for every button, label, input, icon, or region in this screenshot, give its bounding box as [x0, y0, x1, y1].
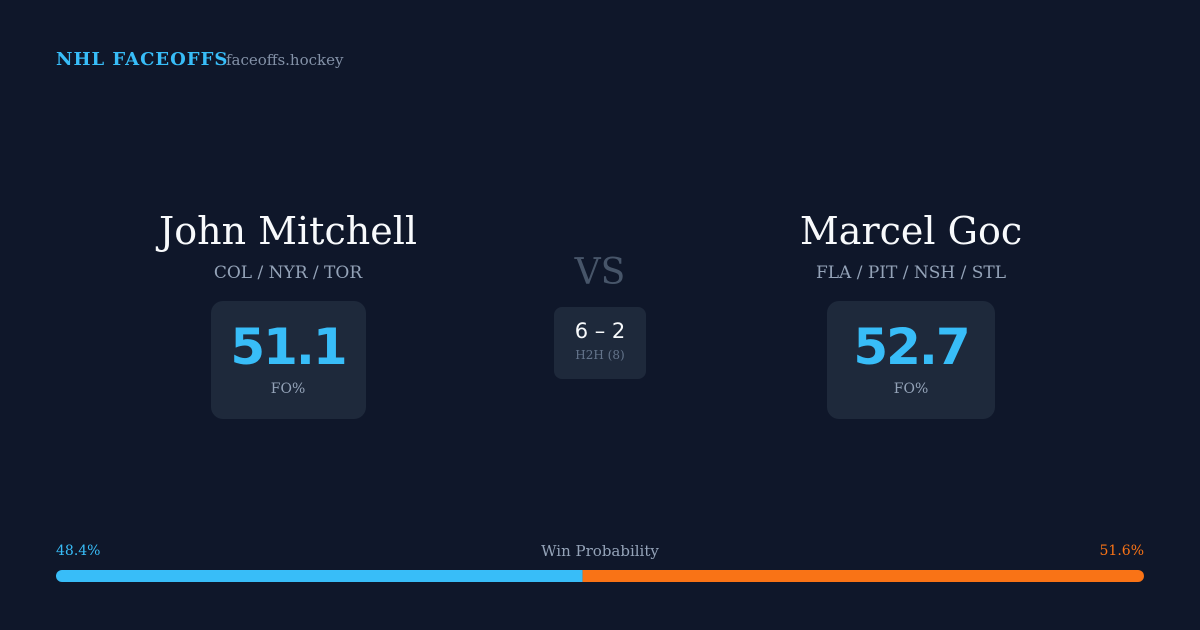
player-name: John Mitchell — [158, 209, 418, 253]
h2h-label: H2H (8) — [575, 348, 625, 362]
win-prob-title: Win Probability — [541, 542, 659, 560]
faceoff-pct: 51.1 — [230, 318, 347, 376]
player-card: John Mitchell COL / NYR / TOR 51.1 FO% — [38, 205, 538, 419]
site-url: faceoffs.hockey — [226, 51, 344, 69]
win-prob-left: 48.4% — [56, 543, 101, 559]
stat-label: FO% — [270, 381, 306, 397]
h2h-score: 6 – 2 — [574, 319, 626, 343]
brand: NHL FACEOFFS — [56, 49, 229, 70]
player-card: Marcel Goc FLA / PIT / NSH / STL 52.7 FO… — [661, 205, 1161, 419]
win-prob-segment — [56, 570, 583, 582]
stat-box: 52.7 FO% — [827, 301, 995, 419]
win-prob-right: 51.6% — [1099, 543, 1144, 559]
faceoff-pct: 52.7 — [853, 318, 970, 376]
player-name: Marcel Goc — [799, 209, 1023, 253]
win-prob-segment — [582, 570, 1144, 582]
win-prob-bar — [56, 570, 1144, 582]
h2h-box: 6 – 2 H2H (8) — [554, 307, 646, 379]
player-teams: COL / NYR / TOR — [213, 263, 363, 283]
player-teams: FLA / PIT / NSH / STL — [815, 263, 1007, 283]
stat-box: 51.1 FO% — [210, 301, 366, 419]
versus: VS — [574, 252, 626, 293]
stat-label: FO% — [893, 381, 929, 397]
